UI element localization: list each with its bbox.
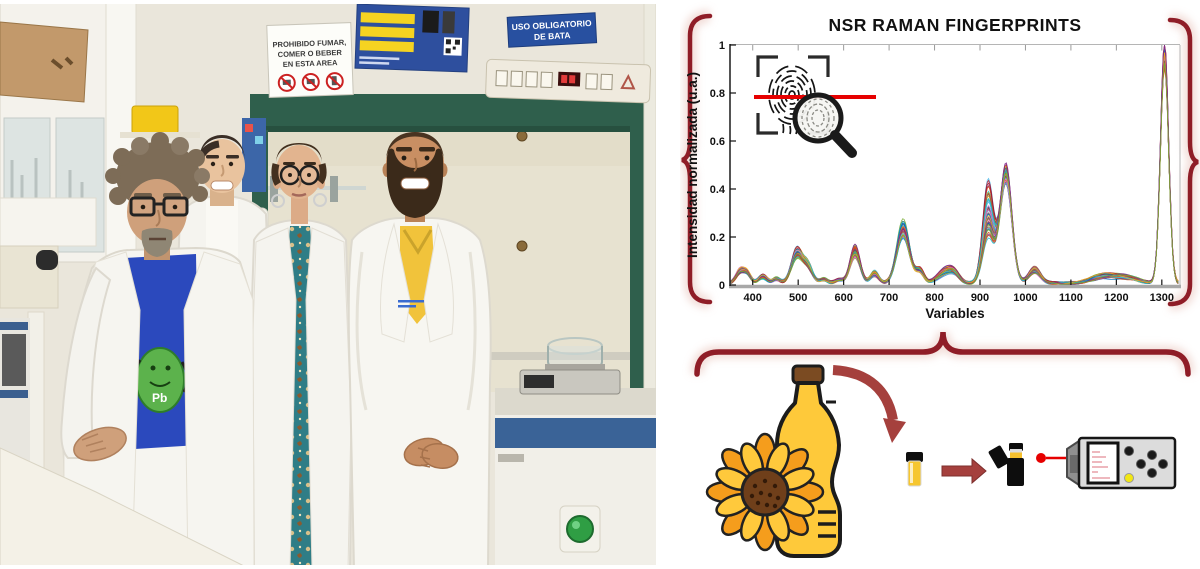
abstract-svg: NSR RAMAN FINGERPRINTS Intensidad normal… — [679, 9, 1200, 558]
pour-arrow-icon — [832, 365, 906, 443]
lab-photo-svg: PROHIBIDO FUMAR, COMER O BEBER EN ESTA A… — [0, 0, 657, 569]
coat-lapel — [423, 222, 454, 343]
goatee — [141, 228, 173, 257]
spectrometer-power-button — [1124, 473, 1134, 483]
x-axis-label: Variables — [925, 306, 984, 321]
sunflower-icon — [705, 432, 825, 552]
coat-lapel — [183, 251, 255, 569]
left-brace — [681, 13, 713, 305]
y-tick-label: 0.6 — [710, 136, 725, 148]
spectrometer-button — [1147, 468, 1157, 478]
bottom-brace — [694, 331, 1191, 377]
coat-lapel — [380, 222, 411, 343]
y-tick-label: 0.8 — [710, 88, 725, 100]
spectrometer-button — [1124, 446, 1134, 456]
coat-lapel — [305, 227, 352, 569]
x-tick-label: 600 — [834, 292, 852, 304]
magnifier-icon — [792, 92, 857, 158]
safety-poster — [354, 3, 470, 73]
clasped-hands — [403, 437, 459, 469]
x-tick-label: 800 — [925, 292, 943, 304]
fingerprint-scan-icon — [754, 55, 876, 158]
x-tick-label: 900 — [971, 292, 989, 304]
laboratory-balance — [519, 337, 621, 395]
sample-vial-icon — [906, 452, 923, 487]
hair — [386, 132, 444, 162]
hood-control-panel — [485, 58, 652, 104]
spectrometer-button — [1147, 450, 1157, 460]
x-tick-label: 1200 — [1104, 292, 1128, 304]
hoop-earring — [313, 193, 327, 207]
y-tick-label: 0.4 — [710, 184, 726, 196]
smile — [400, 177, 430, 190]
smile — [210, 180, 234, 191]
person-1: Pb — [60, 132, 256, 569]
right-brace — [1167, 17, 1199, 307]
panel-bushing — [516, 130, 528, 142]
y-axis-label: Intensidad normalizada (u.a.) — [685, 72, 700, 258]
hand-on-bench — [73, 426, 127, 462]
y-tick-label: 1 — [719, 40, 725, 52]
vial-in-sample-holder-icon — [988, 443, 1024, 486]
x-tick-label: 1000 — [1013, 292, 1037, 304]
hood-right-post — [630, 94, 644, 424]
lab-bench — [0, 447, 251, 569]
no-smoking-sign: PROHIBIDO FUMAR, COMER O BEBER EN ESTA A… — [266, 22, 354, 98]
tshirt-element-symbol: Pb — [152, 391, 167, 405]
bata-line-1: USO OBLIGATORIO — [511, 18, 592, 32]
portable-raman-spectrometer-icon — [1066, 436, 1177, 490]
person-4 — [347, 132, 492, 569]
raman-chart: NSR RAMAN FINGERPRINTS Intensidad normal… — [685, 15, 1181, 321]
prohibition-icons — [277, 72, 344, 92]
cardboard-box — [0, 21, 89, 103]
sign-line-1: PROHIBIDO FUMAR, — [272, 38, 346, 50]
gas-valve-knob — [566, 515, 594, 543]
x-tick-label: 500 — [789, 292, 807, 304]
coat-sleeve — [60, 266, 112, 459]
spectrometer-button — [1136, 459, 1146, 469]
spectrometer-button — [1158, 459, 1168, 469]
coat-lapel — [249, 227, 297, 569]
y-tick-label: 0.2 — [710, 232, 725, 244]
chart-plot-area: 400 500 600 700 800 900 1000 1100 1200 1300 0 0.2 0.… — [710, 40, 1181, 304]
hoop-earring — [271, 194, 285, 208]
person-3 — [246, 143, 354, 569]
laser-beam-icon — [1036, 453, 1069, 463]
lab-coat-sign: USO OBLIGATORIO DE BATA — [506, 12, 598, 48]
chart-title: NSR RAMAN FINGERPRINTS — [828, 15, 1081, 35]
right-panel: NSR RAMAN FINGERPRINTS Intensidad normal… — [679, 0, 1200, 569]
panel-bushing — [516, 240, 528, 252]
lab-group-photo: PROHIBIDO FUMAR, COMER O BEBER EN ESTA A… — [0, 0, 657, 569]
transfer-arrow-icon — [941, 457, 987, 485]
yellow-tip-box — [131, 105, 179, 135]
qr-code-icon — [443, 37, 463, 56]
x-tick-label: 1300 — [1150, 292, 1174, 304]
brace-group — [679, 9, 1200, 377]
mouth — [291, 192, 307, 197]
sign-line-2: COMER O BEBER — [278, 48, 343, 59]
spectra-series — [730, 44, 1179, 286]
x-tick-label: 1100 — [1059, 292, 1083, 304]
under-bench-cabinet — [495, 415, 656, 569]
bata-line-2: DE BATA — [534, 30, 571, 42]
spectrometer-screen — [1086, 441, 1120, 485]
y-tick-label: 0 — [719, 280, 725, 292]
x-tick-label: 700 — [880, 292, 898, 304]
workflow-diagram — [705, 364, 1177, 558]
coat-embroidery — [398, 300, 424, 303]
sign-line-3: EN ESTA AREA — [283, 58, 339, 69]
shelf-arm — [0, 245, 59, 309]
alarm-triangle-icon — [620, 73, 636, 90]
glass-cabinet — [0, 0, 111, 263]
x-tick-label: 400 — [744, 292, 762, 304]
